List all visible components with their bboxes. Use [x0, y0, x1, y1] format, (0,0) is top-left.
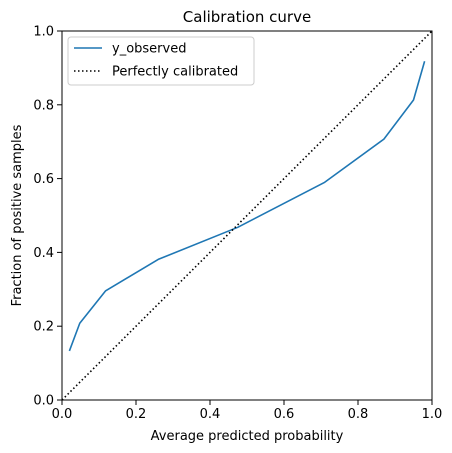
y-tick-label: 0.4 [33, 246, 54, 261]
chart-title: Calibration curve [183, 8, 311, 26]
x-tick-label: 0.4 [200, 407, 221, 422]
y-axis-ticks: 0.0 0.2 0.4 0.6 0.8 1.0 [33, 25, 62, 409]
legend: y_observed Perfectly calibrated [67, 36, 255, 86]
x-tick-label: 0.8 [348, 407, 369, 422]
x-tick-label: 0.2 [126, 407, 147, 422]
x-tick-label: 0.6 [274, 407, 295, 422]
legend-box [67, 36, 255, 86]
series-layer [61, 30, 433, 401]
y-tick-label: 1.0 [33, 25, 54, 40]
y-tick-label: 0.8 [33, 98, 54, 113]
legend-label-y-observed: y_observed [112, 42, 186, 57]
plot-frame [61, 30, 433, 401]
x-axis-label: Average predicted probability [151, 429, 344, 444]
legend-label-perfectly-calibrated: Perfectly calibrated [112, 65, 238, 80]
series-line-y-observed [68, 61, 426, 352]
y-tick-label: 0.6 [33, 172, 54, 187]
x-axis-ticks: 0.0 0.2 0.4 0.6 0.8 1.0 [52, 400, 443, 422]
series-line-perfectly-calibrated [61, 30, 433, 401]
y-axis-label: Fraction of positive samples [10, 124, 25, 306]
x-tick-label: 1.0 [422, 407, 443, 422]
x-tick-label: 0.0 [52, 407, 73, 422]
y-tick-label: 0.0 [33, 394, 54, 409]
y-tick-label: 0.2 [33, 320, 54, 335]
